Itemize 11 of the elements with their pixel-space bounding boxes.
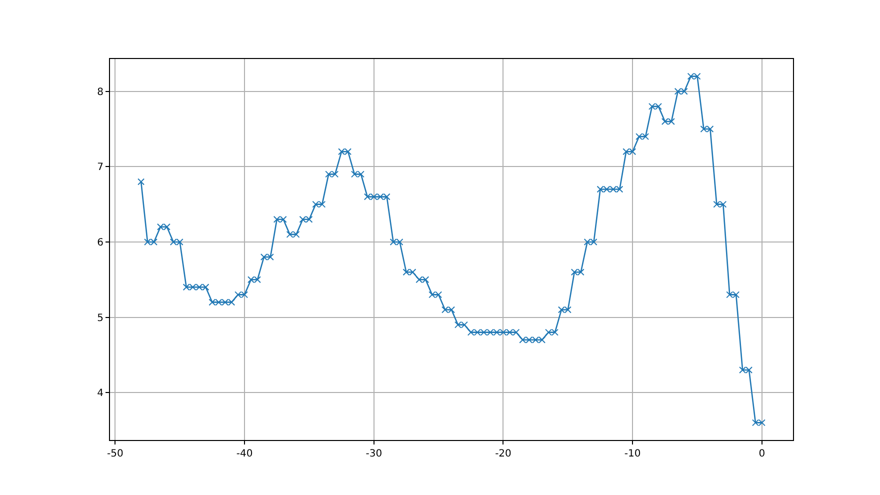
y-tick-label: 7	[97, 162, 104, 174]
x-tick-label: -50	[107, 448, 124, 460]
x-tick-label: -10	[624, 448, 641, 460]
y-tick-label: 4	[97, 388, 104, 400]
y-tick-label: 5	[97, 312, 104, 324]
y-tick-label: 8	[97, 86, 104, 98]
x-tick-label: 0	[758, 448, 766, 460]
x-tick-label: -40	[236, 448, 253, 460]
x-tick-label: -30	[366, 448, 382, 460]
y-tick-label: 6	[97, 237, 104, 248]
x-tick-label: -20	[495, 448, 512, 460]
